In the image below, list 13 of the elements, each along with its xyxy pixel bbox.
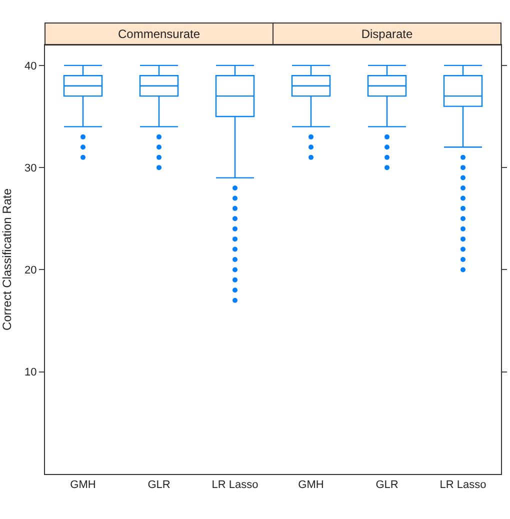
x-tick-label: GMH <box>70 479 96 492</box>
chart-title: Commensurate <box>118 27 200 42</box>
y-axis-title: Correct Classification Rate <box>0 188 14 331</box>
x-tick-label: GLR <box>148 479 170 492</box>
y-tick-label: 30 <box>24 162 37 174</box>
x-tick-label: LR Lasso <box>212 479 258 492</box>
y-tick-label: 10 <box>24 366 37 379</box>
x-tick-label: GLR <box>376 479 398 492</box>
y-tick-label: 40 <box>24 60 37 72</box>
y-tick-label: 20 <box>24 264 37 277</box>
x-tick-label: GMH <box>298 479 324 492</box>
x-tick-label: LR Lasso <box>440 479 486 492</box>
chart-title: Disparate <box>361 27 414 42</box>
